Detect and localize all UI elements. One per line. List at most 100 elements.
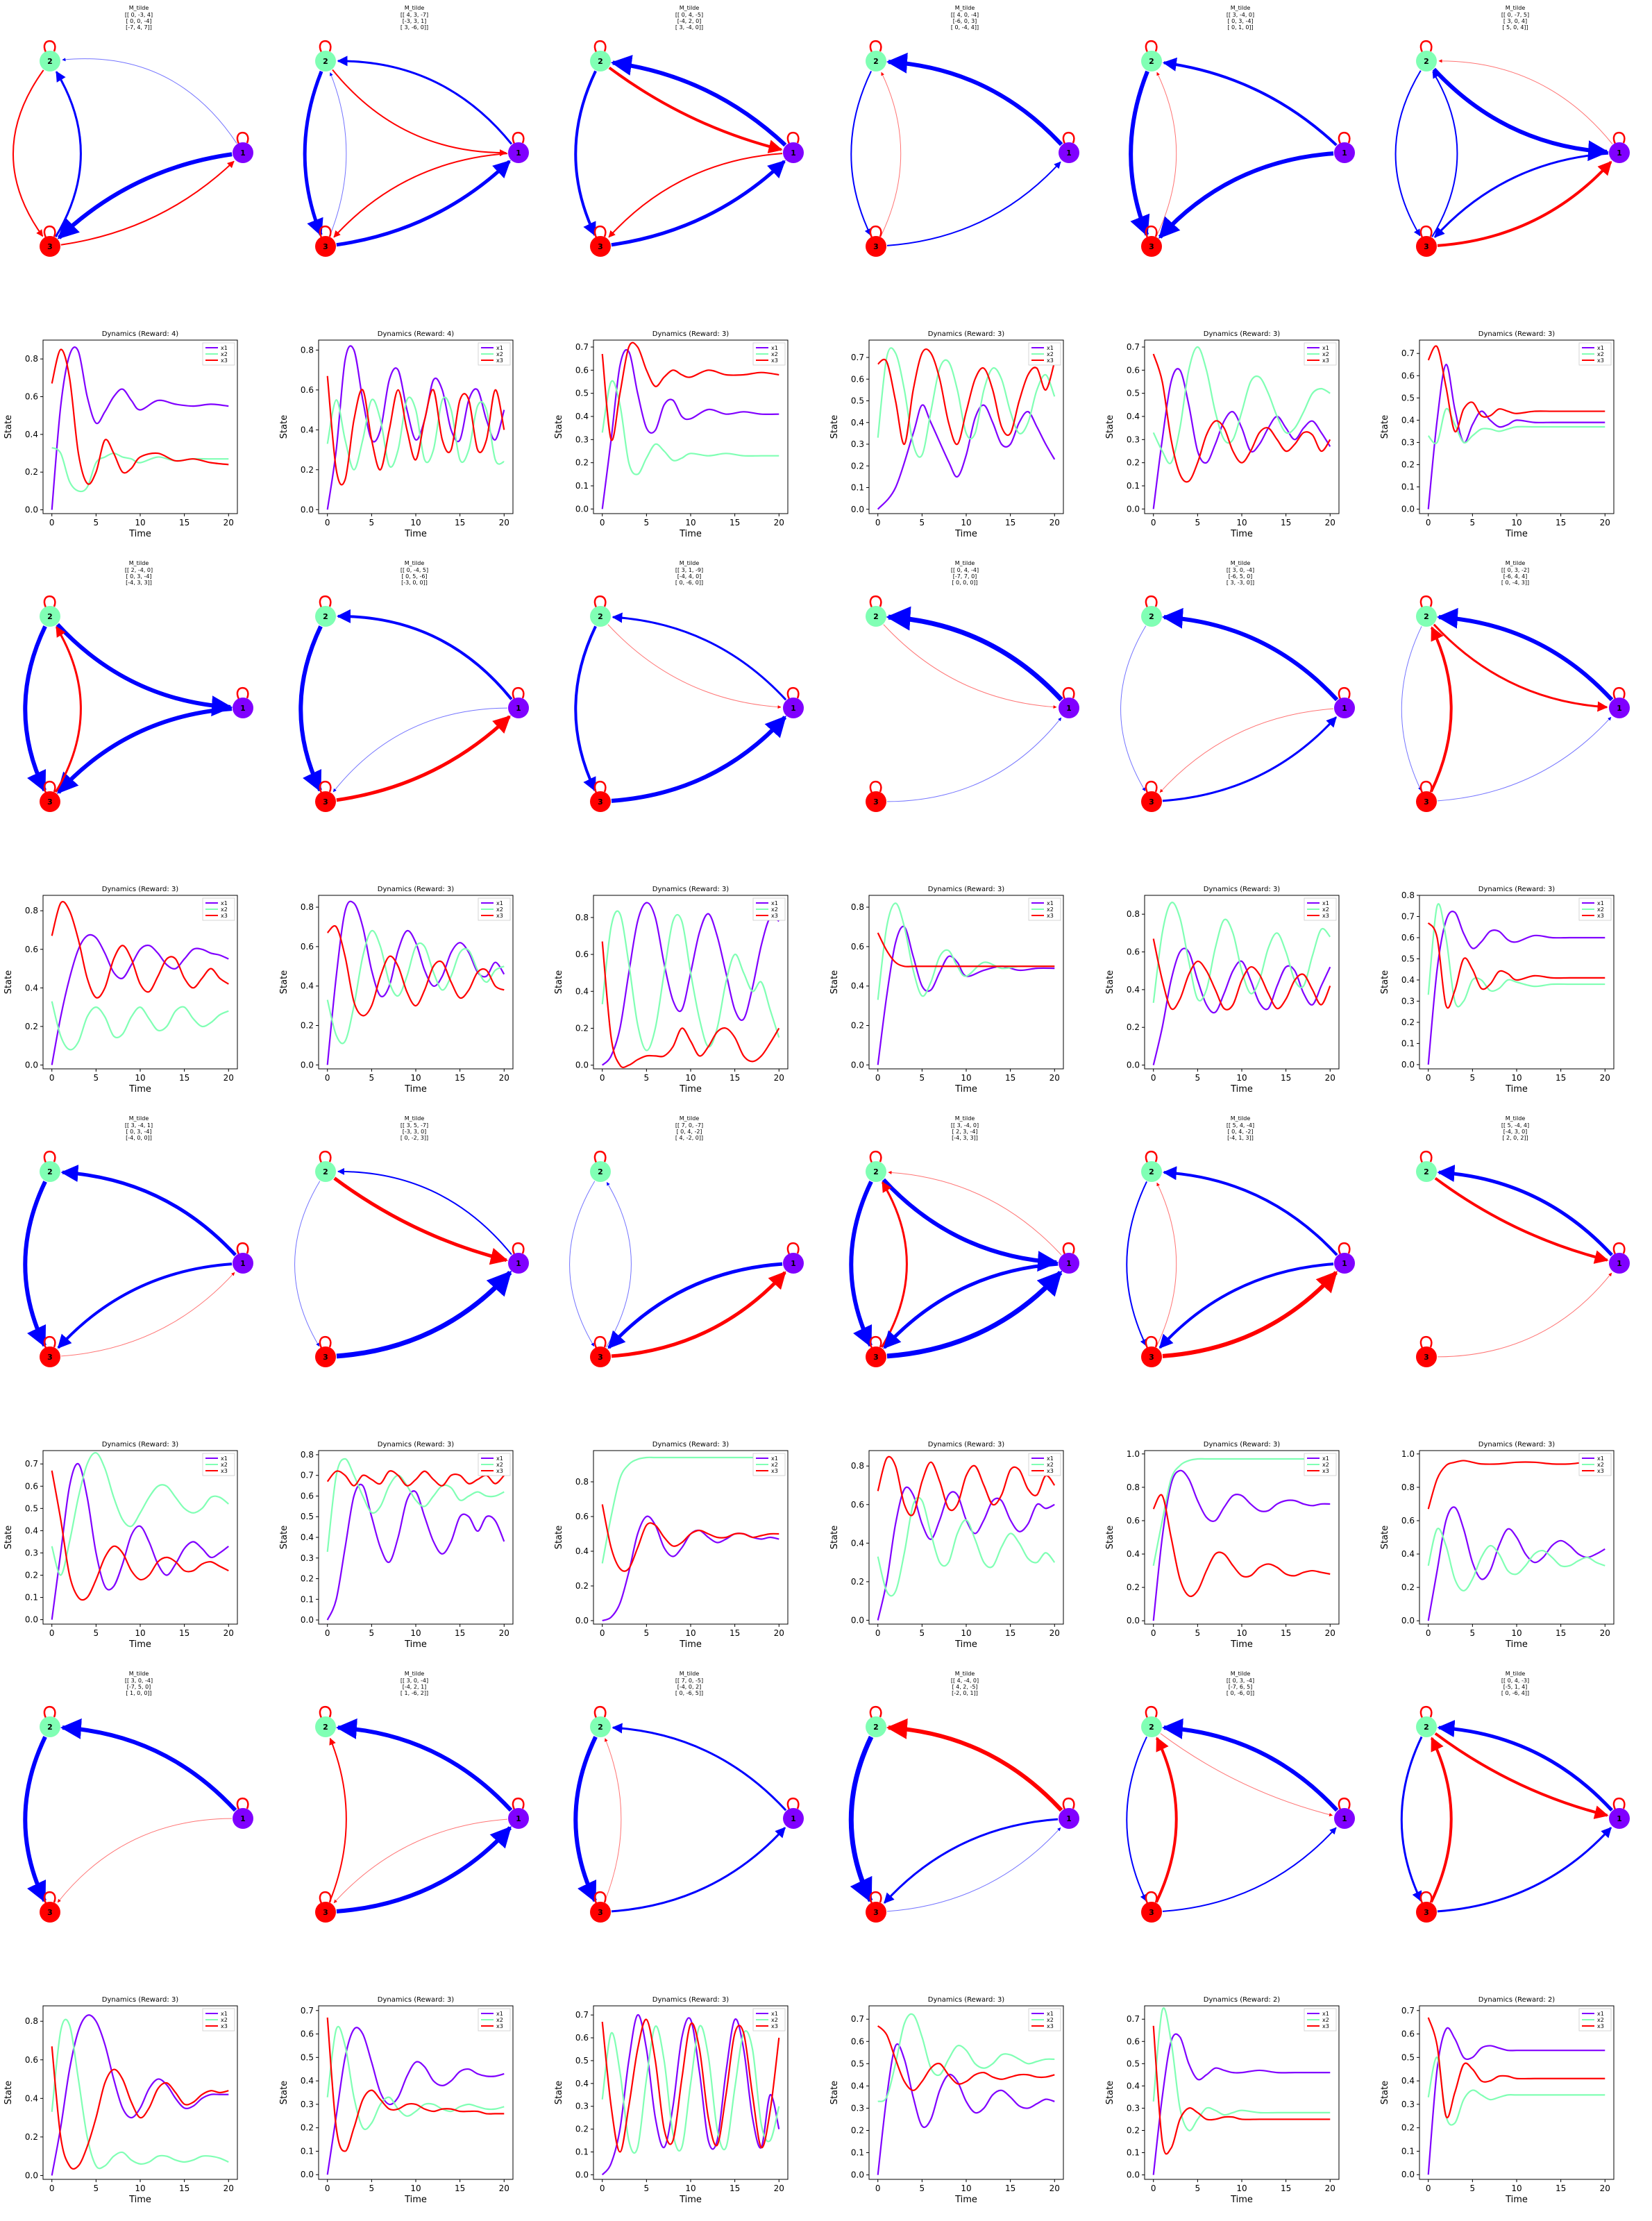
graph-edge bbox=[337, 56, 513, 145]
x-tick-label: 15 bbox=[1281, 2184, 1291, 2193]
matrix-row: [[ 0, -3, 4] bbox=[125, 12, 153, 18]
graph-node-3 bbox=[590, 1346, 611, 1367]
self-loop bbox=[1419, 1706, 1433, 1718]
y-tick-label: 0.2 bbox=[575, 458, 589, 468]
graph-edge bbox=[1162, 1827, 1337, 1912]
graph-edge bbox=[1437, 1827, 1612, 1913]
chart-title: Dynamics (Reward: 3) bbox=[102, 1441, 179, 1449]
y-tick-label: 0.2 bbox=[575, 2125, 589, 2134]
matrix-row: [ 0, 0, -4] bbox=[126, 18, 151, 24]
graph-edge bbox=[303, 70, 323, 237]
graph-node-1 bbox=[1059, 1808, 1079, 1829]
x-tick-label: 20 bbox=[1325, 1628, 1335, 1638]
node-label: 2 bbox=[873, 1167, 879, 1176]
matrix-row: [-2, 0, 1]] bbox=[952, 1690, 978, 1696]
self-loop bbox=[319, 1336, 332, 1349]
graph-node-1 bbox=[1334, 142, 1355, 163]
series-line-x2 bbox=[326, 1458, 505, 1552]
y-axis-label: State bbox=[829, 415, 840, 439]
series-line-x2 bbox=[1152, 1458, 1331, 1566]
graph-edge bbox=[57, 152, 233, 239]
x-tick-label: 5 bbox=[1195, 518, 1201, 527]
matrix-title: M_tilde bbox=[129, 1671, 149, 1677]
self-loop bbox=[1419, 40, 1433, 53]
x-tick-label: 10 bbox=[1236, 518, 1247, 527]
graph-node-2 bbox=[1141, 1716, 1162, 1737]
graph-node-2 bbox=[40, 51, 60, 71]
graph-edge bbox=[886, 161, 1061, 246]
x-tick-label: 0 bbox=[1426, 1628, 1431, 1638]
y-tick-label: 0.2 bbox=[1127, 2125, 1140, 2135]
y-axis-label: State bbox=[1380, 1526, 1390, 1549]
x-tick-label: 5 bbox=[369, 1073, 375, 1083]
dynamics-chart: Dynamics (Reward: 3) 0.0 0.1 0.2 0.3 0.4 0.5 0.… bbox=[1380, 330, 1615, 539]
chart-title: Dynamics (Reward: 3) bbox=[652, 1441, 730, 1449]
y-tick-label: 0.4 bbox=[301, 425, 314, 434]
x-tick-label: 10 bbox=[961, 1073, 971, 1083]
legend-label: x3 bbox=[771, 2023, 778, 2029]
x-tick-label: 20 bbox=[1050, 1073, 1060, 1083]
legend-label: x1 bbox=[1047, 2011, 1054, 2017]
graph-node-2 bbox=[315, 51, 336, 71]
x-axis-label: Time bbox=[679, 1084, 702, 1095]
y-tick-label: 0.8 bbox=[1401, 1483, 1415, 1492]
matrix-row: [-4, 4, 0] bbox=[677, 573, 702, 580]
matrix-row: [[ 0, 4, -3] bbox=[1501, 1678, 1529, 1684]
matrix-row: [[ 0, 4, -5] bbox=[675, 12, 703, 18]
matrix-row: [ 0, 5, -6] bbox=[401, 573, 427, 580]
self-loop bbox=[43, 596, 56, 608]
self-loop bbox=[1145, 226, 1158, 238]
matrix-row: [ 5, 0, 4]] bbox=[1502, 24, 1528, 31]
legend-label: x2 bbox=[1597, 2017, 1604, 2023]
x-tick-label: 5 bbox=[920, 518, 925, 527]
network-graph: M_tilde[[ 7, 0, -5] [-4, 0, 2] [ 0, -6, … bbox=[573, 1671, 804, 1923]
self-loop bbox=[1145, 40, 1158, 53]
graph-node-3 bbox=[315, 791, 336, 812]
series-line-x3 bbox=[1427, 2017, 1605, 2119]
y-tick-label: 0.2 bbox=[1401, 459, 1415, 469]
self-loop bbox=[869, 596, 882, 608]
graph-node-2 bbox=[590, 51, 611, 71]
legend-label: x1 bbox=[1322, 2011, 1329, 2017]
matrix-row: [[ 3, 5, -7] bbox=[401, 1122, 428, 1129]
x-tick-label: 20 bbox=[774, 2184, 784, 2193]
y-tick-label: 0.5 bbox=[1401, 2052, 1415, 2062]
matrix-title: M_tilde bbox=[680, 5, 700, 11]
graph-node-2 bbox=[1141, 606, 1162, 627]
legend-label: x3 bbox=[1597, 1468, 1604, 1474]
matrix-row: [ 0, 3, -4] bbox=[126, 573, 151, 580]
x-tick-label: 0 bbox=[49, 1628, 55, 1638]
self-loop bbox=[593, 40, 607, 53]
series-line-x1 bbox=[1152, 1469, 1331, 1621]
network-graph: M_tilde[[ 3, -4, 0] [ 0, 3, -4] [ 0, 1, … bbox=[1129, 5, 1355, 257]
series-line-x3 bbox=[326, 1470, 505, 1487]
y-tick-label: 0.7 bbox=[851, 353, 864, 362]
self-loop bbox=[869, 1706, 882, 1718]
plot-frame bbox=[868, 339, 1064, 514]
graph-edge bbox=[886, 1827, 1061, 1912]
series-line-x1 bbox=[326, 900, 505, 1065]
series-line-x2 bbox=[1427, 2057, 1605, 2126]
x-tick-label: 15 bbox=[730, 2184, 740, 2193]
matrix-row: [[ 0, 4, -4] bbox=[951, 567, 979, 573]
graph-edge bbox=[329, 72, 347, 237]
y-tick-label: 0.2 bbox=[1127, 1582, 1140, 1592]
matrix-title: M_tilde bbox=[1506, 560, 1526, 566]
graph-edge bbox=[336, 1826, 512, 1914]
graph-edge bbox=[337, 1167, 512, 1256]
matrix-title: M_tilde bbox=[955, 5, 975, 11]
self-loop bbox=[786, 1798, 800, 1810]
series-line-x2 bbox=[601, 380, 779, 475]
x-tick-label: 10 bbox=[410, 518, 421, 527]
y-axis-label: State bbox=[279, 2081, 289, 2104]
dynamics-chart: Dynamics (Reward: 3) 0.0 0.2 0.4 0.6 0.8 0 5 10 1… bbox=[279, 886, 514, 1095]
x-tick-label: 20 bbox=[1325, 2184, 1335, 2193]
y-tick-label: 0.7 bbox=[1401, 348, 1415, 358]
legend-label: x3 bbox=[496, 1468, 503, 1474]
node-label: 1 bbox=[240, 704, 246, 713]
x-tick-label: 15 bbox=[179, 518, 189, 527]
